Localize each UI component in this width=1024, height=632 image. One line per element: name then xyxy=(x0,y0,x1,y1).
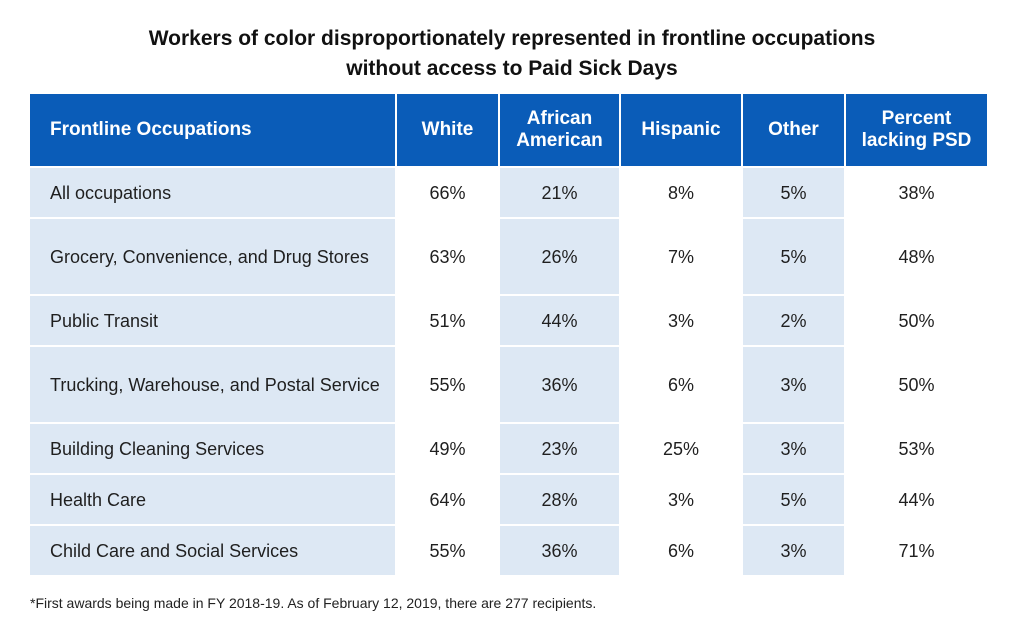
footnote: *First awards being made in FY 2018-19. … xyxy=(30,595,597,611)
table-row: All occupations 66% 21% 8% 5% 38% xyxy=(30,166,987,217)
value-cell: 3% xyxy=(743,345,846,422)
table-row: Trucking, Warehouse, and Postal Service 5… xyxy=(30,345,987,422)
value-cell: 36% xyxy=(500,524,621,575)
value-cell: 55% xyxy=(397,524,500,575)
value-cell: 49% xyxy=(397,422,500,473)
value-cell: 5% xyxy=(743,217,846,294)
value-cell: 36% xyxy=(500,345,621,422)
occupation-cell: Grocery, Convenience, and Drug Stores xyxy=(30,217,397,294)
occupation-cell: Public Transit xyxy=(30,294,397,345)
value-cell: 25% xyxy=(621,422,743,473)
value-cell: 55% xyxy=(397,345,500,422)
value-cell: 21% xyxy=(500,166,621,217)
table-row: Health Care 64% 28% 3% 5% 44% xyxy=(30,473,987,524)
value-cell: 7% xyxy=(621,217,743,294)
value-cell: 38% xyxy=(846,166,987,217)
value-cell: 3% xyxy=(743,524,846,575)
column-header: Percent lacking PSD xyxy=(846,94,987,166)
column-header: Hispanic xyxy=(621,94,743,166)
occupation-cell: Health Care xyxy=(30,473,397,524)
occupation-cell: Trucking, Warehouse, and Postal Service xyxy=(30,345,397,422)
table-row: Public Transit 51% 44% 3% 2% 50% xyxy=(30,294,987,345)
value-cell: 6% xyxy=(621,345,743,422)
occupation-cell: All occupations xyxy=(30,166,397,217)
value-cell: 53% xyxy=(846,422,987,473)
header-row: Frontline Occupations White African Amer… xyxy=(30,94,987,166)
occupation-cell: Child Care and Social Services xyxy=(30,524,397,575)
table-row: Grocery, Convenience, and Drug Stores 63%… xyxy=(30,217,987,294)
column-header: Frontline Occupations xyxy=(30,94,397,166)
occupation-cell: Building Cleaning Services xyxy=(30,422,397,473)
value-cell: 63% xyxy=(397,217,500,294)
value-cell: 5% xyxy=(743,166,846,217)
value-cell: 3% xyxy=(743,422,846,473)
column-header: African American xyxy=(500,94,621,166)
title-line-2: without access to Paid Sick Days xyxy=(346,57,678,80)
column-header: White xyxy=(397,94,500,166)
title-line-1: Workers of color disproportionately repr… xyxy=(148,27,876,50)
value-cell: 23% xyxy=(500,422,621,473)
value-cell: 8% xyxy=(621,166,743,217)
value-cell: 71% xyxy=(846,524,987,575)
column-header: Other xyxy=(743,94,846,166)
value-cell: 3% xyxy=(621,473,743,524)
table-row: Child Care and Social Services 55% 36% 6% 3%… xyxy=(30,524,987,575)
table-row: Building Cleaning Services 49% 23% 25% 3% 53% xyxy=(30,422,987,473)
value-cell: 5% xyxy=(743,473,846,524)
value-cell: 6% xyxy=(621,524,743,575)
value-cell: 44% xyxy=(846,473,987,524)
value-cell: 48% xyxy=(846,217,987,294)
value-cell: 28% xyxy=(500,473,621,524)
chart-title: Workers of color disproportionately repr… xyxy=(0,24,1024,84)
value-cell: 50% xyxy=(846,345,987,422)
data-table: Frontline Occupations White African Amer… xyxy=(30,94,987,575)
value-cell: 2% xyxy=(743,294,846,345)
value-cell: 44% xyxy=(500,294,621,345)
value-cell: 64% xyxy=(397,473,500,524)
value-cell: 50% xyxy=(846,294,987,345)
value-cell: 26% xyxy=(500,217,621,294)
value-cell: 66% xyxy=(397,166,500,217)
value-cell: 51% xyxy=(397,294,500,345)
table-body: All occupations 66% 21% 8% 5% 38% Grocery, Con… xyxy=(30,166,987,575)
value-cell: 3% xyxy=(621,294,743,345)
